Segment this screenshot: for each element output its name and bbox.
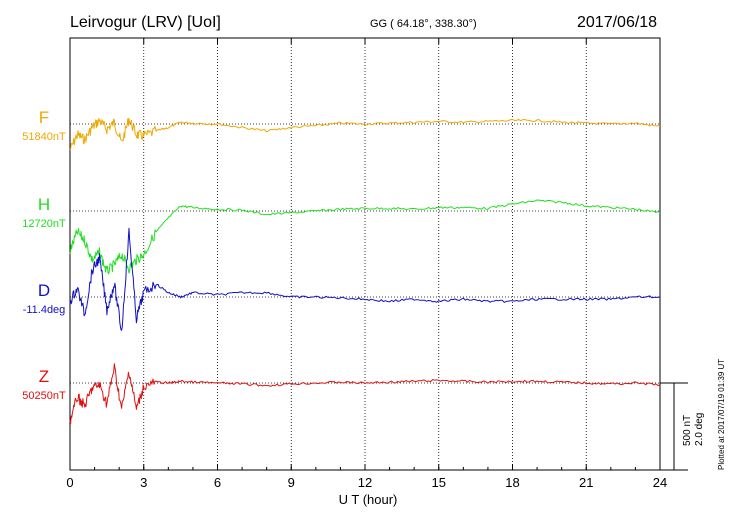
series-name-H: H — [38, 195, 50, 214]
series-group — [69, 117, 661, 425]
station-coords: GG ( 64.18°, 338.30°) — [370, 18, 477, 30]
scale-bar-deg: 2.0 deg — [694, 413, 705, 446]
x-tick-label: 6 — [214, 475, 221, 490]
scale-bar-nt: 500 nT — [682, 415, 693, 446]
x-tick-label: 21 — [579, 475, 593, 490]
x-tick-label: 12 — [358, 475, 372, 490]
station-title: Leirvogur (LRV) [UoI] — [70, 14, 221, 31]
series-name-Z: Z — [39, 367, 49, 386]
plot-date: 2017/06/18 — [577, 14, 657, 31]
series-baseline-Z: 50250nT — [22, 390, 66, 402]
x-tick-label: 24 — [653, 475, 667, 490]
x-tick-label: 3 — [140, 475, 147, 490]
x-axis-ticks: 0 3 6 9 12 15 18 21 24 — [66, 38, 667, 490]
series-line-H — [69, 199, 661, 275]
series-baseline-F: 51840nT — [22, 131, 66, 143]
series-baseline-H: 12720nT — [22, 218, 66, 230]
x-tick-label: 9 — [288, 475, 295, 490]
x-tick-label: 15 — [432, 475, 446, 490]
x-tick-label: 18 — [505, 475, 519, 490]
x-tick-label: 0 — [66, 475, 73, 490]
series-line-D — [69, 227, 661, 331]
series-name-D: D — [38, 281, 50, 300]
plotted-at-note: Plotted at 2017/07/19 01:39 UT — [717, 359, 726, 470]
series-baseline-D: -11.4deg — [23, 304, 66, 316]
series-labels: F 51840nT H 12720nT D -11.4deg Z 50250nT — [22, 108, 66, 402]
grid-lines — [70, 38, 660, 470]
scale-bar: 500 nT 2.0 deg — [660, 382, 705, 471]
series-line-F — [69, 117, 661, 151]
x-axis-label: U T (hour) — [339, 492, 398, 507]
series-line-Z — [69, 363, 661, 425]
series-name-F: F — [39, 108, 49, 127]
